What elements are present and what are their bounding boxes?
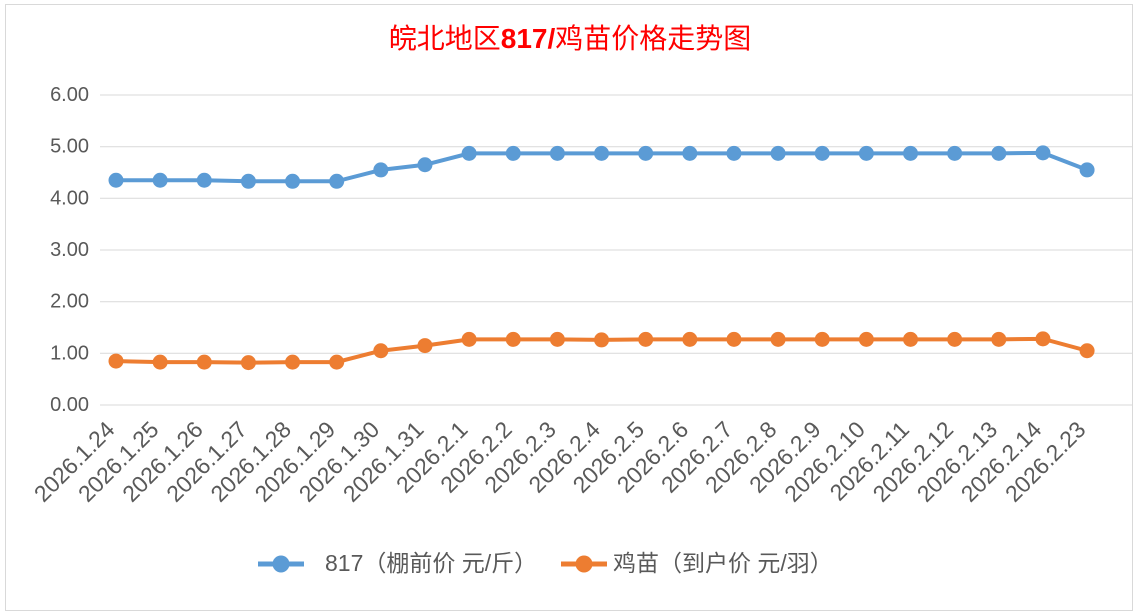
svg-text:4.00: 4.00 xyxy=(50,187,89,209)
svg-text:5.00: 5.00 xyxy=(50,136,89,158)
svg-text:0.00: 0.00 xyxy=(50,394,89,416)
svg-text:817（棚前价 元/斤）: 817（棚前价 元/斤） xyxy=(325,550,537,576)
svg-text:鸡苗（到户价 元/羽）: 鸡苗（到户价 元/羽） xyxy=(613,550,833,576)
svg-text:1.00: 1.00 xyxy=(50,342,89,364)
svg-text:6.00: 6.00 xyxy=(50,84,89,106)
svg-text:2.00: 2.00 xyxy=(50,291,89,313)
svg-text:3.00: 3.00 xyxy=(50,239,89,261)
